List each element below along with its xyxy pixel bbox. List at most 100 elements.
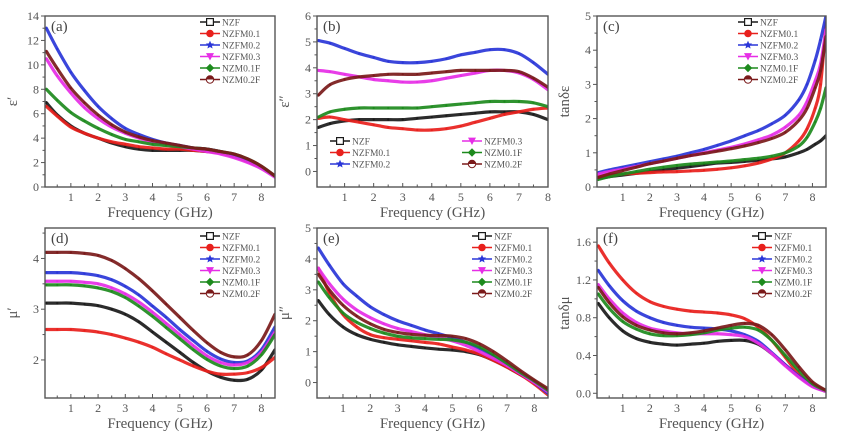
series-line-nzfm02 (597, 16, 826, 175)
series-line-nzm02f (597, 285, 826, 393)
legend-label: NZFM0.1 (222, 30, 261, 40)
data-point (341, 311, 345, 315)
legend-item: NZFM0.2 (200, 40, 261, 52)
data-point (811, 380, 814, 384)
x-tick-label: 1 (342, 190, 348, 204)
data-point (151, 146, 154, 150)
data-point (233, 361, 236, 364)
x-tick-label: 7 (516, 190, 522, 204)
y-axis-label: tanδμ (557, 296, 573, 329)
data-point (358, 106, 361, 110)
x-tick-label: 1 (620, 401, 626, 415)
x-tick-label: 7 (231, 401, 237, 415)
legend-label: NZFM0.2 (222, 256, 261, 266)
data-point (83, 106, 86, 109)
legend-item: NZFM0.1 (752, 243, 813, 254)
x-axis-label: Frequency (GHz) (659, 416, 764, 432)
data-point (233, 152, 236, 156)
y-tick-label: 5 (305, 35, 311, 49)
data-point (369, 322, 372, 325)
data-point (69, 251, 72, 254)
data-point (430, 128, 433, 132)
x-tick-label: 1 (620, 190, 626, 204)
data-point (459, 53, 462, 56)
y-tick-label: 2 (305, 113, 311, 127)
data-point (797, 365, 801, 368)
data-point (445, 77, 448, 80)
data-point (151, 315, 154, 318)
data-point (503, 48, 506, 51)
legend-item: NZFM0.2 (752, 254, 813, 266)
x-tick-label: 3 (122, 401, 128, 415)
data-point (517, 110, 521, 113)
series-line-nzm01f (597, 86, 826, 182)
panel-label: (c) (603, 19, 620, 35)
legend-label: NZM0.1F (494, 279, 532, 289)
legend-marker-nzfm03 (206, 267, 214, 275)
legend-label: NZFM0.1 (760, 30, 799, 40)
data-point (784, 114, 787, 117)
data-point (69, 328, 72, 331)
series-line-nzm02f (45, 250, 275, 359)
data-point (45, 302, 48, 305)
plot-area (317, 246, 548, 397)
data-point (730, 327, 733, 330)
data-point (819, 38, 822, 42)
y-tick-label: 8 (33, 82, 39, 96)
data-point (328, 296, 331, 299)
legend-item: NZF (330, 137, 370, 148)
series-line-nzm02f (317, 68, 548, 97)
x-tick-label: 4 (701, 401, 707, 415)
data-point (358, 52, 361, 55)
panel-label: (d) (51, 231, 69, 247)
data-point (459, 74, 462, 77)
legend-marker-nzm01f (205, 277, 215, 287)
data-point (56, 99, 59, 102)
data-point (757, 161, 760, 165)
data-point (137, 341, 141, 344)
data-point (410, 345, 413, 348)
y-tick-label: 1.2 (576, 273, 591, 287)
data-point (533, 378, 536, 382)
y-tick-label: 0 (585, 180, 591, 194)
data-point (124, 313, 127, 316)
data-point (56, 74, 59, 77)
legend-marker-nzfm03 (744, 53, 752, 61)
data-point (743, 326, 746, 329)
data-point (770, 333, 773, 336)
data-point (702, 169, 706, 172)
data-point (689, 165, 692, 168)
data-point (797, 119, 801, 122)
data-point (608, 261, 611, 265)
data-point (219, 361, 222, 364)
x-tick-label: 5 (177, 190, 183, 204)
data-point (819, 69, 822, 72)
data-point (205, 354, 209, 357)
data-point (464, 341, 468, 344)
legend-item: NZM0.2F (738, 75, 798, 86)
data-point (702, 161, 706, 165)
x-tick-label: 3 (122, 190, 128, 204)
legend-label: NZM0.1F (760, 65, 798, 75)
data-point (437, 338, 440, 341)
legend-item: NZF (472, 232, 512, 243)
data-point (382, 341, 386, 344)
data-point (743, 335, 746, 338)
data-point (260, 339, 263, 342)
data-point (445, 70, 448, 73)
data-point (635, 321, 638, 324)
data-point (56, 251, 59, 254)
data-point (246, 378, 249, 381)
legend-label: NZF (760, 19, 778, 29)
data-point (488, 100, 491, 103)
data-point (355, 321, 358, 324)
legend-label: NZF (222, 233, 240, 243)
data-point (83, 252, 86, 255)
data-point (757, 138, 760, 141)
legend-label: NZFM0.3 (222, 53, 261, 63)
data-point (635, 170, 638, 173)
legend-marker-nzfm02 (743, 40, 753, 49)
y-tick-label: 0.4 (576, 349, 591, 363)
legend-label: NZM0.2F (222, 290, 260, 300)
